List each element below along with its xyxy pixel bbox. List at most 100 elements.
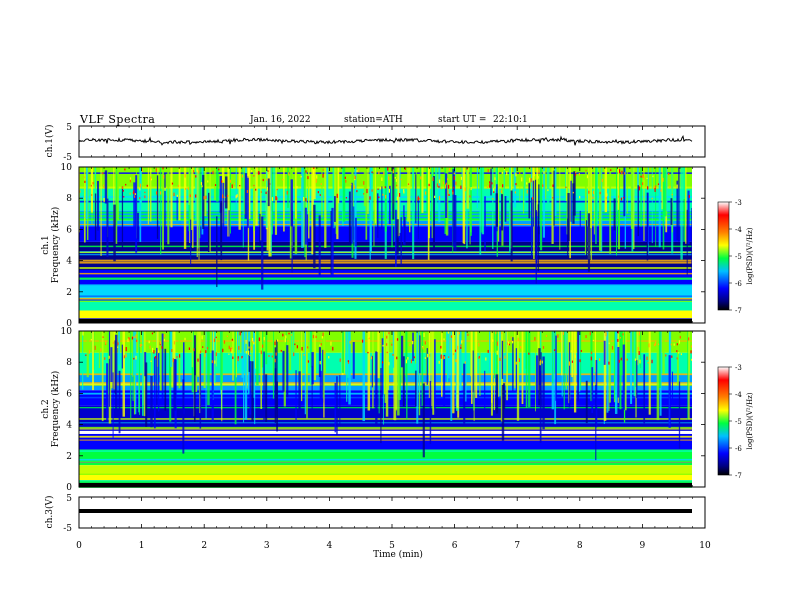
spectrogram-line	[79, 300, 692, 302]
spectrogram-speckle	[162, 167, 164, 170]
spectrogram-streak	[464, 331, 467, 402]
spectrogram-dark-streak	[135, 175, 138, 253]
spectrogram-speckle	[460, 176, 463, 180]
spectrogram-speckle	[224, 196, 226, 199]
spectrogram-speckle	[117, 342, 119, 346]
spectrogram-speckle	[251, 170, 253, 173]
spectrogram-streak	[370, 167, 373, 221]
spectrogram-speckle	[395, 179, 397, 182]
spectrogram-speckle	[377, 188, 379, 190]
spectrogram-dark-streak	[274, 347, 277, 423]
spectrogram-speckle	[339, 358, 341, 362]
spectrogram-dark-streak	[572, 183, 575, 224]
spectrogram-speckle	[586, 175, 589, 179]
y-tick-label: -5	[63, 153, 72, 163]
spectrogram-streak	[118, 331, 121, 365]
spectrogram-speckle	[205, 350, 207, 354]
spectrogram-speckle	[440, 187, 442, 190]
spectrogram-speckle	[634, 358, 637, 361]
spectrogram-streak	[241, 167, 243, 199]
spectrogram-dark-streak	[484, 370, 486, 410]
spectrogram-streak	[200, 167, 202, 216]
spectrogram-speckle	[144, 195, 146, 199]
spectrogram-streak	[213, 331, 215, 384]
spectrogram-speckle	[388, 362, 390, 366]
spectrogram-streak	[274, 167, 278, 235]
spectrogram-speckle	[654, 187, 656, 192]
spectrogram-speckle	[425, 191, 427, 195]
spectrogram-streak	[116, 167, 118, 226]
spectrogram-speckle	[617, 195, 620, 198]
spectrogram-streak	[335, 167, 338, 234]
spectrogram-streak	[534, 331, 536, 412]
spectrogram-speckle	[542, 184, 544, 187]
spectrogram-speckle	[457, 345, 459, 350]
spectrogram-speckle	[657, 183, 660, 185]
spectrogram-speckle	[464, 187, 466, 192]
spectrogram-speckle	[454, 349, 457, 352]
spectrogram-speckle	[487, 169, 489, 173]
y-tick-label: 10	[61, 163, 73, 173]
spectrogram-streak	[238, 167, 241, 230]
spectrogram-speckle	[410, 359, 413, 364]
spectrogram-speckle	[241, 357, 243, 359]
spectrogram-speckle	[510, 336, 512, 339]
spectrogram-dark-streak	[333, 196, 336, 223]
spectrogram-speckle	[623, 172, 626, 175]
spectrogram-speckle	[538, 169, 540, 174]
spectrogram-dark-streak	[415, 370, 417, 407]
spectrogram-speckle	[641, 182, 644, 186]
spectrogram-speckle	[662, 177, 664, 182]
colorbar-tick-label: -7	[735, 307, 742, 315]
y-tick-label: 6	[66, 389, 72, 399]
spectrogram-speckle	[496, 350, 498, 355]
spectrogram-speckle	[611, 345, 614, 350]
spectrogram-speckle	[673, 343, 675, 346]
spectrogram-streak	[346, 331, 348, 402]
spectrogram-speckle	[196, 168, 198, 172]
spectrogram-streak	[363, 167, 366, 207]
spectrogram-streak	[566, 167, 568, 235]
spectrogram-dark-streak	[568, 342, 571, 408]
spectrogram-dark-streak	[535, 355, 539, 405]
spectrogram-streak	[170, 167, 173, 228]
spectrogram-speckle	[521, 177, 523, 182]
spectrogram-streak	[283, 331, 286, 407]
spectrogram-speckle	[647, 186, 649, 190]
spectrogram-dark-streak	[94, 193, 97, 241]
spectrogram-streak	[494, 331, 496, 379]
spectrogram-dark-streak	[417, 195, 419, 240]
spectrogram-speckle	[231, 338, 234, 341]
ch3-trace	[79, 509, 692, 513]
spectrogram-speckle	[515, 183, 517, 186]
spectrogram-speckle	[303, 197, 305, 201]
spectrogram-speckle	[226, 194, 229, 197]
spectrogram-speckle	[637, 346, 639, 351]
spectrogram-streak	[321, 167, 323, 218]
spectrogram-speckle	[467, 333, 469, 336]
spectrogram-streak	[606, 331, 609, 413]
spectrogram-speckle	[284, 338, 286, 343]
spectrogram-streak	[295, 167, 297, 219]
y-tick-label: 8	[66, 358, 72, 368]
spectrogram-speckle	[221, 180, 223, 183]
spectrogram-speckle	[103, 197, 105, 202]
spectrogram-speckle	[336, 193, 338, 198]
x-tick-label: 6	[452, 541, 458, 551]
spectrogram-speckle	[455, 359, 457, 363]
spectrogram-speckle	[349, 340, 351, 344]
spectrogram-speckle	[203, 196, 205, 200]
spectrogram-speckle	[231, 346, 233, 351]
spectrogram-dark-streak	[403, 205, 405, 245]
spectrogram-speckle	[204, 353, 206, 357]
spectrogram-dark-streak	[686, 209, 688, 275]
spectrogram-speckle	[491, 182, 493, 185]
x-tick-label: 8	[577, 541, 583, 551]
spectrogram-streak	[545, 167, 547, 200]
spectrogram-speckle	[494, 177, 496, 181]
spectrogram-streak	[142, 331, 144, 416]
spectrogram-line	[79, 261, 692, 264]
spectrogram-speckle	[131, 336, 134, 340]
spectrogram-speckle	[233, 182, 236, 185]
spectrogram-speckle	[533, 172, 535, 177]
